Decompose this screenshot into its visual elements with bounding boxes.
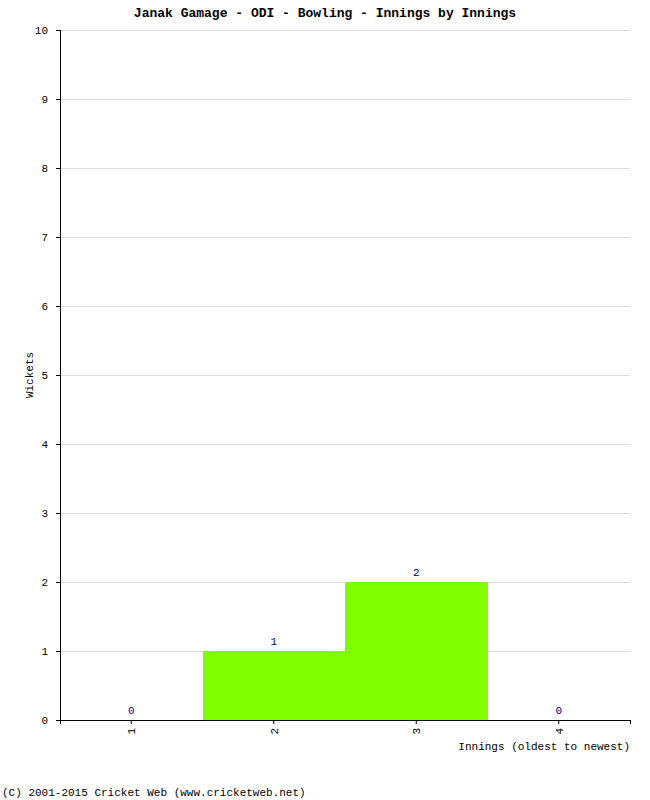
y-tick-mark bbox=[56, 237, 60, 238]
x-axis-title: Innings (oldest to newest) bbox=[458, 741, 630, 753]
y-tick-label: 2 bbox=[41, 577, 48, 589]
y-axis-line bbox=[56, 31, 61, 721]
grid-line bbox=[60, 444, 630, 445]
data-labels: 0 1 2 0 bbox=[128, 567, 562, 717]
data-label: 0 bbox=[128, 705, 135, 717]
grid-line bbox=[60, 237, 630, 238]
grid-line bbox=[60, 306, 630, 307]
x-tick: 4 bbox=[554, 720, 566, 735]
bar bbox=[488, 720, 631, 721]
bars bbox=[203, 582, 488, 720]
x-tick-label: 2 bbox=[269, 728, 281, 735]
grid-line bbox=[60, 30, 630, 31]
y-tick: 3 bbox=[41, 508, 60, 520]
x-tick-label: 3 bbox=[411, 728, 423, 735]
bar bbox=[345, 582, 488, 720]
y-tick-label: 8 bbox=[41, 163, 48, 175]
y-tick: 6 bbox=[41, 301, 60, 313]
y-tick: 0 bbox=[41, 715, 60, 727]
y-tick: 5 bbox=[41, 370, 60, 382]
grid-line bbox=[60, 375, 630, 376]
background bbox=[0, 0, 650, 800]
x-tick-label: 1 bbox=[126, 728, 138, 735]
annotation: (C) 2001-2015 Cricket Web (www.cricketwe… bbox=[2, 787, 306, 799]
x-tick: 1 bbox=[126, 720, 138, 735]
y-tick-label: 3 bbox=[41, 508, 48, 520]
y-tick: 2 bbox=[41, 577, 60, 589]
x-tick-label: 4 bbox=[554, 728, 566, 735]
y-tick-mark bbox=[56, 99, 60, 100]
y-tick-mark bbox=[56, 582, 60, 583]
x-tick-mark bbox=[558, 720, 559, 724]
y-tick-label: 0 bbox=[41, 715, 48, 727]
data-label: 0 bbox=[555, 705, 562, 717]
y-tick-label: 9 bbox=[41, 94, 48, 106]
x-tick-mark bbox=[273, 720, 274, 724]
x-tick-mark bbox=[416, 720, 417, 724]
bar bbox=[60, 720, 203, 721]
y-axis-title: Wickets bbox=[24, 352, 36, 398]
y-tick-label: 7 bbox=[41, 232, 48, 244]
y-tick: 10 bbox=[35, 25, 60, 37]
data-label: 1 bbox=[270, 636, 277, 648]
y-tick-mark bbox=[56, 651, 60, 652]
grid bbox=[60, 30, 630, 720]
y-tick-mark bbox=[56, 444, 60, 445]
plot: 0 1 2 3 4 5 6 7 8 9 10 1 2 3 4 0 1 2 0 bbox=[35, 25, 631, 735]
chart: 0 1 2 3 4 5 6 7 8 9 10 1 2 3 4 0 1 2 0 Janak Gamage - ODI -… bbox=[0, 0, 650, 800]
y-tick-mark bbox=[56, 306, 60, 307]
title: Janak Gamage - ODI - Bowling - Innings b… bbox=[134, 6, 516, 21]
y-tick-mark bbox=[56, 720, 60, 721]
y-tick: 1 bbox=[41, 646, 60, 658]
y-tick: 4 bbox=[41, 439, 60, 451]
y-tick-label: 4 bbox=[41, 439, 48, 451]
x-axis-line bbox=[61, 721, 631, 725]
y-tick-mark bbox=[56, 513, 60, 514]
y-tick-mark bbox=[56, 168, 60, 169]
x-tick: 3 bbox=[411, 720, 423, 735]
x-tick: 2 bbox=[269, 720, 281, 735]
y-tick-label: 5 bbox=[41, 370, 48, 382]
y-tick-label: 1 bbox=[41, 646, 48, 658]
y-tick-label: 10 bbox=[35, 25, 48, 37]
y-tick-mark bbox=[56, 30, 60, 31]
data-label: 2 bbox=[413, 567, 420, 579]
y-tick-mark bbox=[56, 375, 60, 376]
y-tick-label: 6 bbox=[41, 301, 48, 313]
x-axis: 1 2 3 4 bbox=[61, 720, 631, 735]
grid-line bbox=[60, 168, 630, 169]
y-axis: 0 1 2 3 4 5 6 7 8 9 10 bbox=[35, 25, 61, 727]
y-tick: 9 bbox=[41, 94, 60, 106]
grid-line bbox=[60, 513, 630, 514]
x-tick-mark bbox=[131, 720, 132, 724]
y-tick: 7 bbox=[41, 232, 60, 244]
bar bbox=[203, 651, 346, 720]
grid-line bbox=[60, 99, 630, 100]
y-tick: 8 bbox=[41, 163, 60, 175]
